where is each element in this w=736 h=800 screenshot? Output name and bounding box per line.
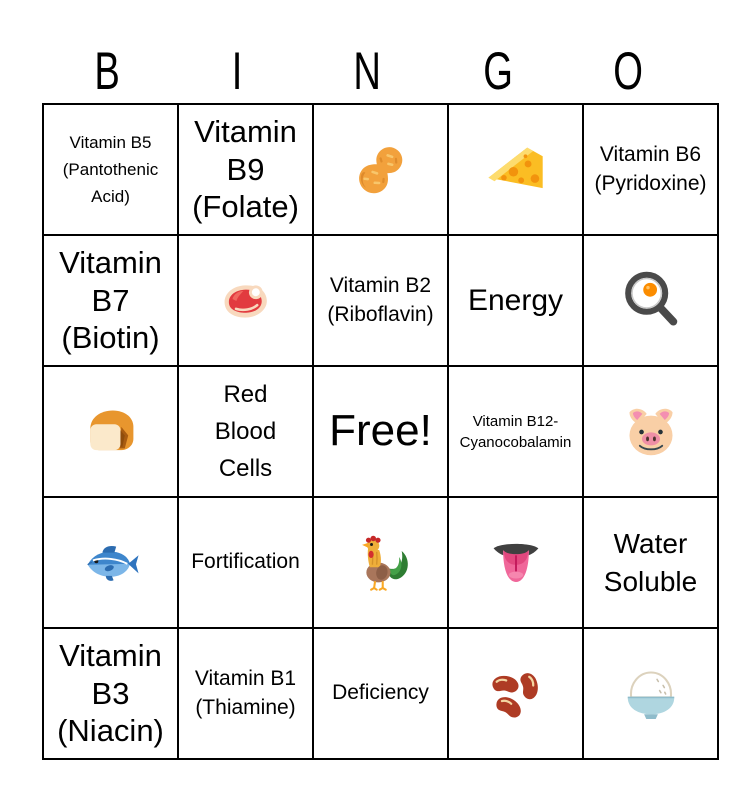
cell-red-blood-cells[interactable]: Red Blood Cells bbox=[177, 365, 314, 498]
cell-label: Vitamin B6 (Pyridoxine) bbox=[594, 142, 707, 195]
cell-label: Vitamin B7 (Biotin) bbox=[59, 244, 162, 356]
grid-row-5: Vitamin B3 (Niacin) Vitamin B1 (Thiamine… bbox=[42, 627, 719, 760]
cell-label: Vitamin B2 (Riboflavin) bbox=[327, 273, 434, 326]
cell-label: Vitamin B1 (Thiamine) bbox=[194, 666, 297, 719]
peanut-icon bbox=[358, 146, 402, 193]
cell-cooking[interactable] bbox=[582, 234, 719, 367]
cell-vitamin-b6[interactable]: Vitamin B6 (Pyridoxine) bbox=[582, 103, 719, 236]
cell-label: Vitamin B9 (Folate) bbox=[192, 113, 299, 225]
cell-water-soluble[interactable]: Water Soluble bbox=[582, 496, 719, 629]
cell-vitamin-b9[interactable]: Vitamin B9 (Folate) bbox=[177, 103, 314, 236]
cell-label: Fortification bbox=[191, 550, 300, 574]
cell-label: Red Blood Cells bbox=[214, 380, 277, 483]
cell-vitamin-b3[interactable]: Vitamin B3 (Niacin) bbox=[42, 627, 179, 760]
cell-meat[interactable] bbox=[177, 234, 314, 367]
cell-fish[interactable] bbox=[42, 496, 179, 629]
grid-row-2: Vitamin B7 (Biotin) Vitamin B2 (Riboflav… bbox=[42, 234, 719, 367]
grid-row-4: Fortification bbox=[42, 496, 719, 629]
cell-label: Vitamin B12- Cyanocobalamin bbox=[459, 412, 572, 451]
cell-cheese[interactable] bbox=[447, 103, 584, 236]
bingo-letter-o: O bbox=[613, 42, 643, 101]
pig-face-icon bbox=[628, 408, 673, 455]
cell-bread[interactable] bbox=[42, 365, 179, 498]
fish-icon bbox=[86, 545, 139, 581]
bingo-letter-b: B bbox=[94, 42, 120, 101]
bingo-letter-i: I bbox=[232, 42, 243, 101]
cell-label: Deficiency bbox=[332, 681, 429, 705]
cell-tongue[interactable] bbox=[447, 496, 584, 629]
bingo-title: B I N G O bbox=[42, 45, 693, 98]
cell-fortification[interactable]: Fortification bbox=[177, 496, 314, 629]
grid-row-1: Vitamin B5 (Pantothenic Acid) Vitamin B9… bbox=[42, 103, 719, 236]
grid-row-3: Red Blood Cells Free! Vitamin B12- Cyano… bbox=[42, 365, 719, 498]
cell-deficiency[interactable]: Deficiency bbox=[312, 627, 449, 760]
cell-beans[interactable] bbox=[447, 627, 584, 760]
cell-label: Energy bbox=[467, 283, 564, 317]
meat-icon bbox=[224, 284, 267, 318]
cell-vitamin-b1[interactable]: Vitamin B1 (Thiamine) bbox=[177, 627, 314, 760]
beans-icon bbox=[488, 668, 545, 719]
bingo-letter-n: N bbox=[353, 42, 382, 101]
cell-rooster[interactable] bbox=[312, 496, 449, 629]
free-space-label: Free! bbox=[329, 406, 432, 456]
rice-icon bbox=[627, 670, 674, 719]
frying-pan-egg-icon bbox=[624, 271, 677, 326]
cell-label: Water Soluble bbox=[603, 528, 698, 597]
bingo-letter-g: G bbox=[482, 42, 513, 101]
bread-icon bbox=[89, 409, 133, 450]
bingo-grid: Vitamin B5 (Pantothenic Acid) Vitamin B9… bbox=[42, 103, 719, 760]
cheese-icon bbox=[487, 147, 543, 188]
cell-free[interactable]: Free! bbox=[312, 365, 449, 498]
cell-vitamin-b2[interactable]: Vitamin B2 (Riboflavin) bbox=[312, 234, 449, 367]
cell-energy[interactable]: Energy bbox=[447, 234, 584, 367]
cell-vitamin-b7[interactable]: Vitamin B7 (Biotin) bbox=[42, 234, 179, 367]
tongue-icon bbox=[493, 543, 538, 582]
cell-vitamin-b12[interactable]: Vitamin B12- Cyanocobalamin bbox=[447, 365, 584, 498]
rooster-icon bbox=[361, 535, 408, 591]
cell-rice[interactable] bbox=[582, 627, 719, 760]
cell-peanut[interactable] bbox=[312, 103, 449, 236]
cell-pig[interactable] bbox=[582, 365, 719, 498]
cell-vitamin-b5[interactable]: Vitamin B5 (Pantothenic Acid) bbox=[42, 103, 179, 236]
cell-label: Vitamin B5 (Pantothenic Acid) bbox=[62, 132, 159, 207]
cell-label: Vitamin B3 (Niacin) bbox=[57, 637, 164, 749]
